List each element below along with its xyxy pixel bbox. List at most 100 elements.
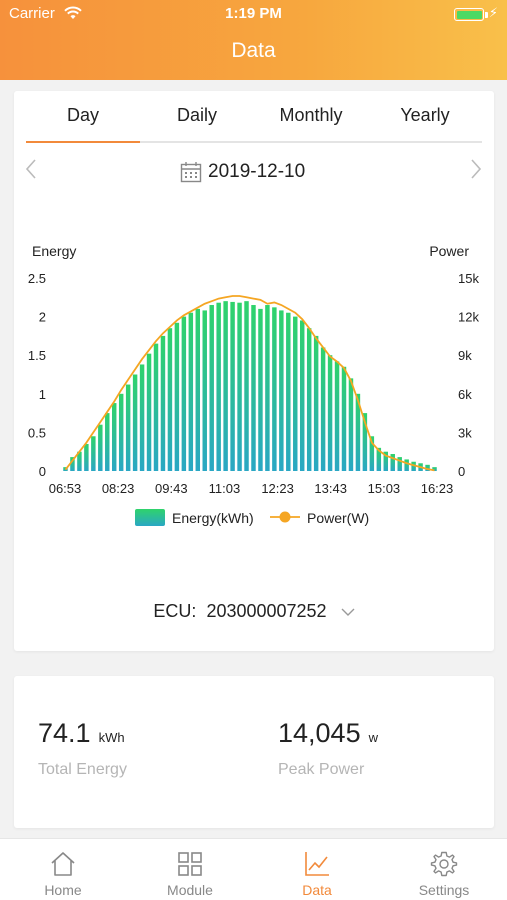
energy-bar — [91, 436, 96, 471]
energy-bar — [299, 320, 305, 471]
chevron-down-icon — [341, 608, 355, 616]
energy-bar — [223, 301, 228, 471]
x-tick-label: 12:23 — [261, 481, 294, 496]
calendar-icon — [180, 162, 202, 183]
line-chart-icon — [305, 852, 329, 876]
y-left-tick-label: 0 — [39, 464, 46, 479]
y-left-tick-label: 0.5 — [28, 425, 46, 440]
legend-energy-swatch — [135, 509, 165, 526]
x-tick-label: 11:03 — [209, 481, 241, 496]
energy-bar — [320, 347, 326, 471]
legend-power-label: Power(W) — [307, 510, 369, 526]
ecu-selector[interactable]: ECU: 203000007252 — [14, 601, 494, 622]
energy-bar — [313, 335, 319, 471]
status-bar: Carrier 1:19 PM ⚡︎ — [9, 5, 498, 25]
energy-bar — [98, 424, 103, 471]
y-right-tick-label: 3k — [458, 425, 472, 440]
home-icon — [51, 852, 75, 876]
energy-bar — [334, 361, 340, 471]
next-date-button[interactable] — [469, 158, 483, 184]
total-energy-label: Total Energy — [38, 761, 127, 778]
tabbar-home-label: Home — [44, 882, 82, 898]
energy-bar — [188, 312, 194, 471]
energy-bar — [84, 443, 89, 471]
energy-bar — [348, 378, 354, 471]
date-picker[interactable]: 2019-12-10 — [180, 161, 305, 183]
y-left-tick-label: 2 — [39, 310, 46, 325]
tabbar-settings-label: Settings — [418, 882, 470, 898]
chart-card: Day Daily Monthly Yearly 2019-12-10 — [14, 91, 494, 651]
right-axis-title: Power — [429, 243, 469, 259]
energy-bar — [404, 459, 409, 471]
tabbar-settings[interactable]: Settings — [381, 849, 507, 898]
ecu-label: ECU: — [153, 601, 197, 621]
status-time: 1:19 PM — [225, 5, 282, 22]
energy-bar — [216, 302, 221, 471]
peak-power-value: 14,045 — [278, 718, 361, 748]
energy-bar — [111, 403, 117, 471]
energy-bar — [139, 364, 145, 471]
energy-bar — [369, 436, 375, 471]
previous-date-button[interactable] — [24, 158, 38, 184]
power-series-line — [64, 295, 435, 472]
energy-bar — [251, 305, 256, 471]
battery-icon — [454, 8, 484, 21]
y-left-tick-label: 1 — [39, 387, 46, 402]
wifi-icon — [64, 6, 82, 24]
selected-date: 2019-12-10 — [208, 161, 306, 182]
energy-bar — [286, 312, 291, 471]
energy-bar — [376, 447, 382, 471]
energy-bar — [70, 457, 75, 471]
y-right-tick-label: 15k — [458, 271, 479, 286]
y-left-tick-label: 1.5 — [28, 348, 46, 363]
energy-bar — [105, 413, 110, 471]
energy-bar — [432, 467, 437, 471]
chevron-left-icon — [25, 159, 36, 179]
tabbar-module-label: Module — [167, 882, 213, 898]
energy-bar — [355, 393, 361, 471]
x-tick-label: 06:53 — [49, 481, 82, 496]
x-tick-label: 09:43 — [155, 481, 188, 496]
tab-daily[interactable]: Daily — [176, 105, 217, 125]
energy-bar — [118, 393, 124, 471]
tabbar-data-label: Data — [302, 882, 332, 898]
energy-bar — [265, 305, 270, 471]
energy-bar — [293, 316, 298, 471]
tab-monthly[interactable]: Monthly — [279, 105, 343, 125]
energy-bar — [272, 307, 277, 471]
energy-bar — [209, 305, 214, 471]
energy-bar — [146, 353, 152, 471]
energy-bar — [279, 310, 284, 471]
energy-bar — [390, 454, 395, 471]
energy-bar — [77, 451, 82, 471]
page-title: Data — [231, 39, 276, 62]
tabbar-module[interactable]: Module — [127, 849, 253, 898]
tab-yearly[interactable]: Yearly — [400, 105, 450, 125]
energy-bar — [411, 461, 416, 471]
y-right-tick-label: 0 — [458, 464, 465, 479]
total-energy-stat: 74.1 kWh Total Energy — [38, 718, 127, 779]
total-energy-unit: kWh — [98, 730, 125, 745]
ecu-id: 203000007252 — [206, 601, 327, 621]
energy-bar — [306, 328, 312, 471]
energy-bar — [132, 374, 138, 471]
charging-bolt-icon: ⚡︎ — [488, 5, 498, 20]
tabbar-data[interactable]: Data — [254, 849, 380, 898]
bottom-tab-bar: Home Module Data Settings — [0, 838, 507, 900]
x-tick-label: 08:23 — [102, 481, 135, 496]
energy-bar — [237, 302, 242, 471]
energy-bar — [230, 301, 235, 471]
energy-bar — [125, 384, 131, 471]
legend-energy-label: Energy(kWh) — [172, 510, 254, 526]
energy-bar — [167, 328, 173, 471]
energy-bar — [258, 308, 263, 471]
energy-bar — [160, 335, 166, 471]
tab-day[interactable]: Day — [66, 105, 99, 125]
tabbar-home[interactable]: Home — [0, 849, 126, 898]
chart-legend: Energy(kWh) Power(W) — [135, 509, 369, 526]
energy-bar — [153, 343, 159, 471]
energy-bar — [425, 464, 430, 471]
energy-bar — [181, 316, 187, 471]
peak-power-stat: 14,045 w Peak Power — [278, 718, 378, 779]
y-left-tick-label: 2.5 — [28, 271, 46, 286]
